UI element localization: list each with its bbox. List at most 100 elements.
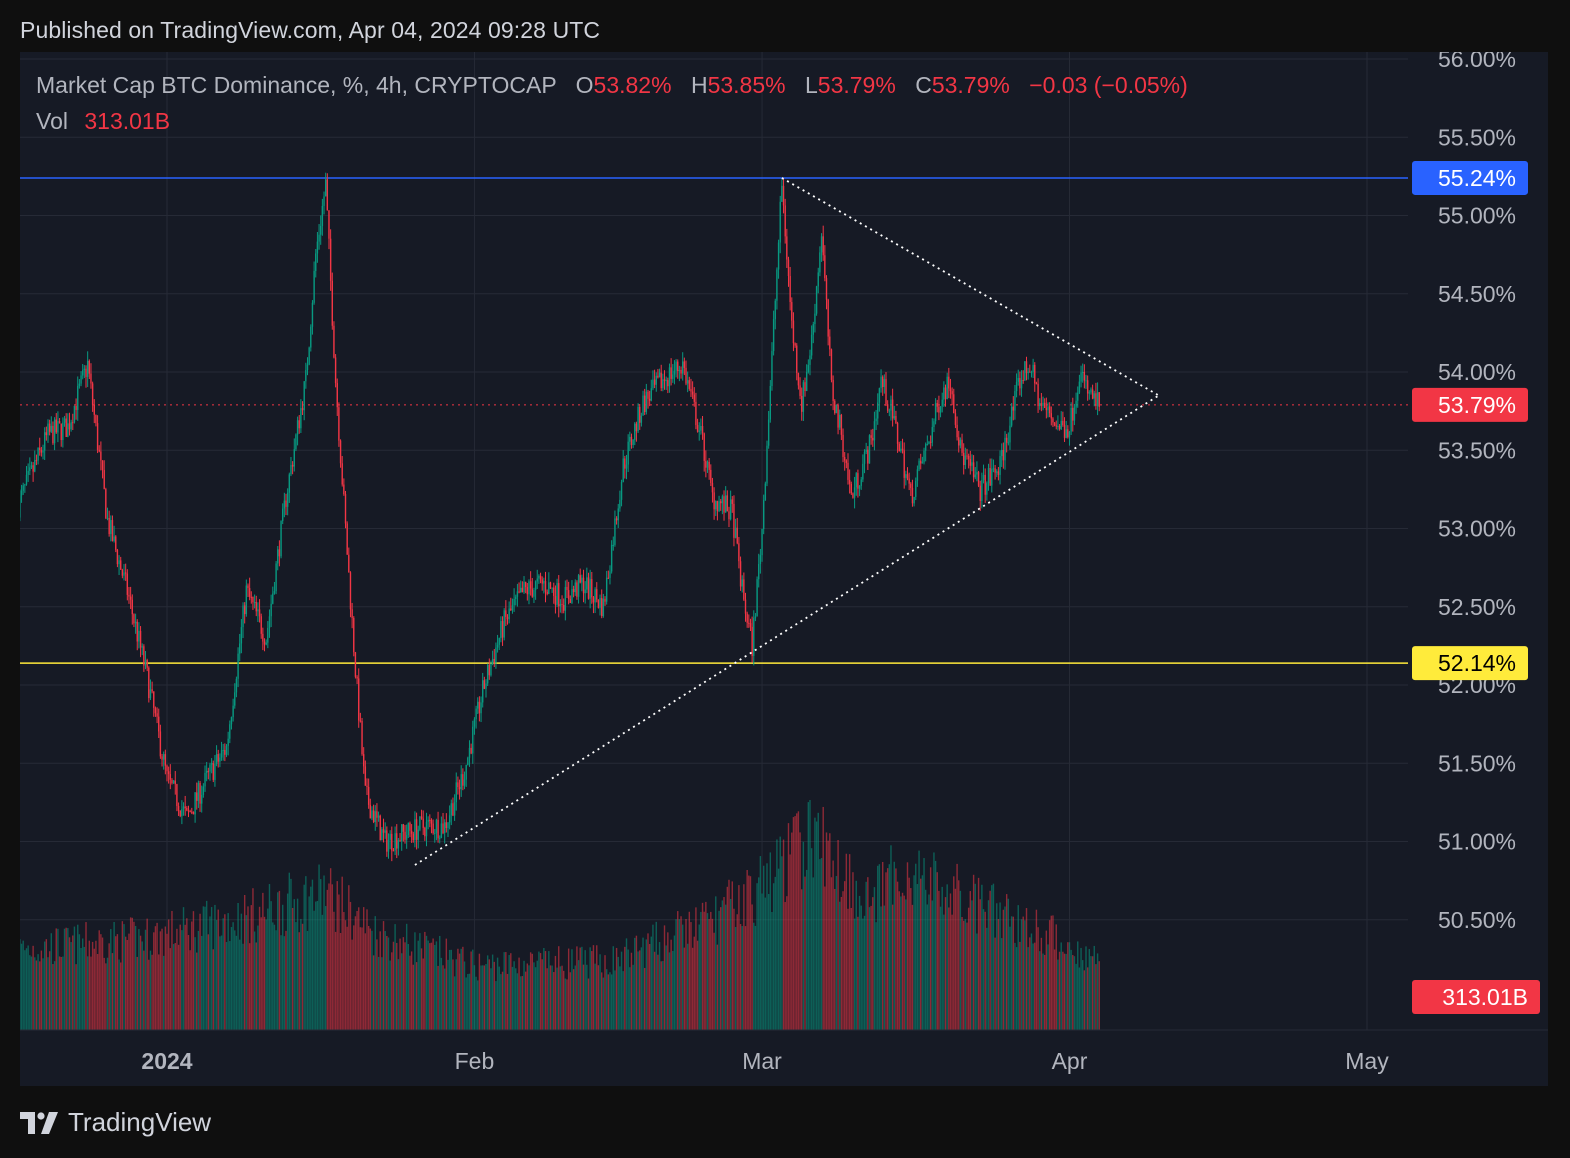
- candle-body: [827, 299, 829, 337]
- volume-bar: [834, 888, 836, 1030]
- candle-body: [817, 272, 819, 287]
- volume-bar: [295, 922, 297, 1030]
- candle-body: [668, 367, 671, 387]
- triangle-pattern[interactable]: [414, 177, 1160, 866]
- candle-body: [258, 609, 261, 617]
- candle-body: [711, 482, 714, 493]
- volume-bar: [310, 886, 312, 1030]
- volume-bar: [362, 907, 365, 1030]
- candle-body: [648, 398, 651, 401]
- candle-body: [1019, 377, 1021, 389]
- chart-frame[interactable]: 56.00% 55.50% 55.00% 54.50% 54.00% 53.50% 53.0…: [20, 52, 1548, 1086]
- volume-bar: [101, 937, 104, 1030]
- candle-body: [809, 355, 811, 365]
- volume-bar: [584, 950, 586, 1030]
- candle-body: [936, 403, 938, 407]
- candle-body: [761, 529, 763, 556]
- candle-body: [665, 380, 667, 382]
- candle-body: [663, 379, 666, 381]
- candle-body: [610, 544, 613, 572]
- volume-bar: [999, 902, 1001, 1030]
- volume-bar: [20, 939, 21, 1030]
- candle-body: [30, 465, 33, 468]
- candle-body: [642, 395, 644, 416]
- candle-body: [194, 792, 196, 815]
- candle-body: [910, 483, 912, 489]
- volume-bar: [320, 879, 322, 1030]
- volume-label: Vol: [36, 108, 68, 134]
- volume-bar: [86, 956, 89, 1030]
- price-axis[interactable]: 56.00% 55.50% 55.00% 54.50% 54.00% 53.50% 53.0…: [1412, 52, 1540, 1014]
- volume-bar: [668, 952, 671, 1030]
- high-value: 53.85%: [707, 72, 786, 98]
- volume-bar: [915, 863, 917, 1030]
- volume-bar: [739, 924, 742, 1030]
- candle-body: [754, 616, 757, 618]
- volume-bar: [556, 967, 558, 1030]
- volume-bar: [695, 907, 697, 1030]
- candle-body: [161, 756, 163, 760]
- volume-bar: [1035, 909, 1038, 1030]
- candle-body: [521, 587, 524, 593]
- volume-bar: [326, 889, 329, 1030]
- candle-body: [1050, 413, 1052, 419]
- volume-bar: [994, 937, 996, 1030]
- candle-body: [691, 391, 694, 395]
- volume-bar: [913, 875, 915, 1030]
- volume-bar: [984, 911, 986, 1030]
- volume-bar: [713, 932, 715, 1030]
- volume-bar: [513, 961, 515, 1030]
- volume-bar: [660, 961, 662, 1030]
- candle-body: [295, 434, 297, 450]
- candle-body: [607, 577, 610, 579]
- candle-body: [321, 205, 324, 226]
- volume-bar: [708, 918, 710, 1030]
- price-chart[interactable]: 56.00% 55.50% 55.00% 54.50% 54.00% 53.50% 53.0…: [20, 52, 1548, 1086]
- candle-body: [324, 179, 327, 197]
- volume-bar: [288, 872, 291, 1030]
- volume-bar: [443, 968, 446, 1030]
- volume-bar: [815, 821, 818, 1030]
- volume-bar: [424, 931, 426, 1030]
- candle-body: [586, 577, 588, 590]
- tradingview-brand[interactable]: TradingView: [20, 1107, 211, 1138]
- volume-bar: [35, 960, 38, 1030]
- volume-bar: [353, 925, 355, 1030]
- candle-body: [478, 701, 481, 714]
- candle-body: [29, 467, 31, 471]
- candle-body: [364, 766, 367, 786]
- candle-body: [171, 779, 173, 784]
- candle-body: [217, 754, 219, 762]
- candle-body: [650, 388, 652, 401]
- candle-body: [83, 368, 86, 371]
- volume-bar: [232, 922, 234, 1030]
- candle-body: [872, 437, 874, 441]
- candle-body: [399, 840, 401, 842]
- candle-body: [27, 470, 29, 475]
- candle-body: [1027, 371, 1029, 374]
- candle-body: [1002, 449, 1005, 461]
- candle-body: [736, 527, 738, 544]
- volume-bar: [1050, 915, 1052, 1030]
- volume-bar: [548, 951, 550, 1030]
- time-axis[interactable]: 2024 Feb Mar Apr May: [20, 1029, 1548, 1074]
- volume-bar: [129, 917, 132, 1030]
- volume-bar: [1012, 916, 1014, 1030]
- candle-body: [1067, 429, 1069, 438]
- volume-bar: [1052, 915, 1054, 1030]
- candle-body: [282, 508, 284, 522]
- volume-bar: [1025, 908, 1028, 1030]
- candle-body: [55, 419, 57, 433]
- volume-bar: [564, 978, 567, 1030]
- volume-bar: [848, 854, 851, 1030]
- volume-bar: [417, 940, 419, 1030]
- volume-bar: [455, 959, 457, 1030]
- candle-body: [429, 819, 431, 821]
- candle-body: [972, 462, 975, 478]
- horizontal-levels[interactable]: [20, 177, 1408, 664]
- volume-bar: [637, 951, 639, 1030]
- volume-bar: [554, 955, 557, 1030]
- candle-body: [343, 484, 345, 495]
- volume-bar: [48, 951, 51, 1030]
- volume-bar: [1090, 956, 1092, 1030]
